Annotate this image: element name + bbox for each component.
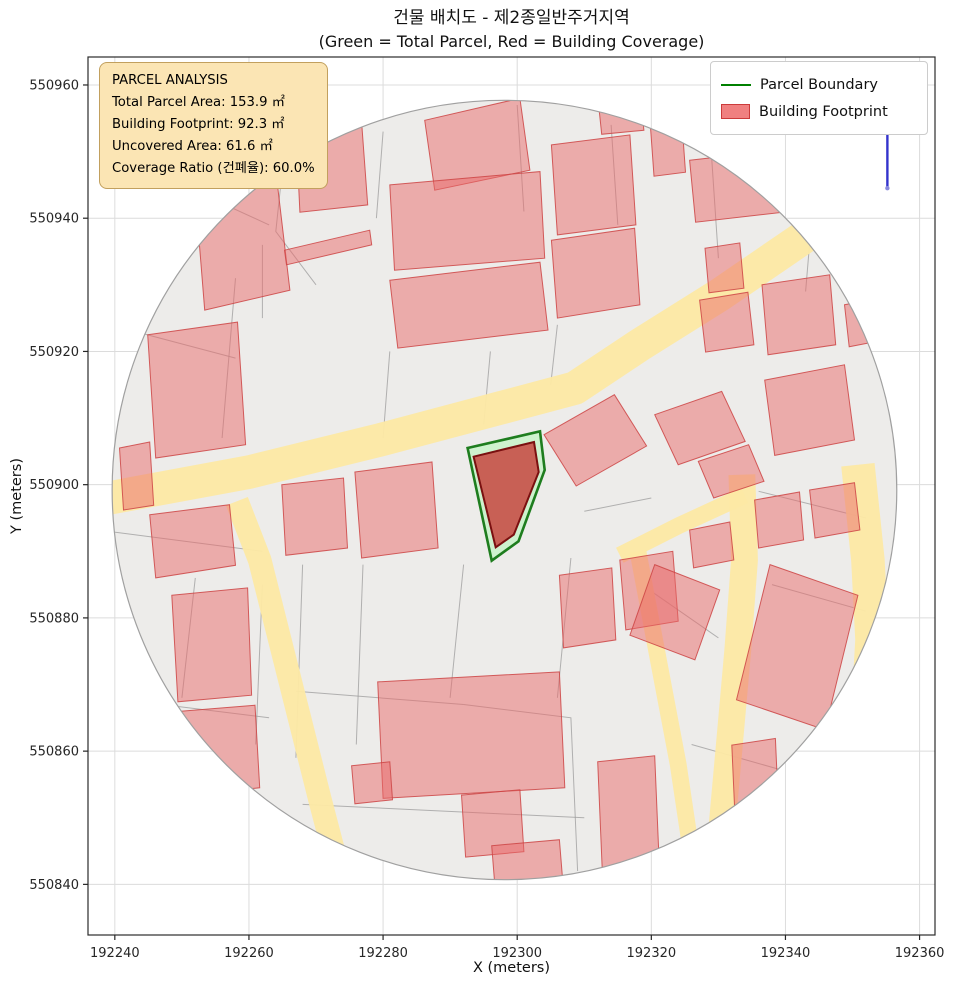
map-area [112, 100, 897, 880]
building-footprint [550, 227, 641, 319]
road [225, 497, 351, 878]
building-footprint [597, 755, 660, 875]
building-footprint-patch-swatch [721, 104, 750, 119]
building-footprint [649, 115, 687, 177]
building-footprint [543, 394, 648, 487]
chart-title-line2: (Green = Total Parcel, Red = Building Co… [318, 32, 705, 51]
parcel-boundary-line [449, 564, 465, 698]
x-tick-label: 192300 [492, 946, 542, 961]
y-tick-label: 550920 [29, 345, 79, 360]
y-tick-label: 550880 [29, 611, 79, 626]
parcel-analysis-total-area: Total Parcel Area: 153.9 ㎡ [112, 95, 285, 110]
building-footprint [389, 171, 546, 271]
building-footprint [354, 461, 439, 559]
x-axis-label: X (meters) [472, 960, 551, 976]
road [841, 462, 889, 713]
plot-border [87, 56, 936, 936]
parcel-analysis-title: PARCEL ANALYSIS [112, 73, 228, 88]
x-tick-label: 192320 [627, 946, 677, 961]
y-tick-label: 550860 [29, 745, 79, 760]
highlighted-building [472, 440, 540, 549]
parcel-analysis-uncovered-area: Uncovered Area: 61.6 ㎡ [112, 139, 273, 154]
parcel-boundary-line [355, 564, 364, 745]
x-tick-label: 192340 [761, 946, 811, 961]
building-footprint [491, 839, 565, 880]
building-footprint [689, 149, 784, 223]
building-footprint [689, 521, 735, 569]
building-footprint [558, 567, 617, 649]
building-footprint [281, 477, 349, 556]
road [616, 487, 749, 563]
legend-label-parcel-boundary: Parcel Boundary [760, 76, 878, 93]
building-footprint [550, 134, 637, 236]
building-footprint [654, 390, 746, 466]
parcel-boundary-line-swatch [721, 83, 751, 86]
parcel-boundary-line [584, 497, 652, 512]
legend-item-building-footprint: Building Footprint [721, 98, 917, 125]
building-footprint [629, 563, 721, 661]
building-footprint [704, 242, 745, 294]
building-footprint [283, 229, 373, 266]
y-axis-label: Y (meters) [9, 458, 25, 534]
building-footprint [389, 261, 549, 349]
building-footprint [171, 587, 253, 703]
building-footprint [697, 444, 765, 499]
building-footprint [424, 100, 531, 191]
parcel-boundary-line [375, 131, 384, 219]
parcel-boundary-line [155, 803, 276, 819]
survey-line-marker-bottom [885, 186, 890, 191]
x-tick-label: 192240 [90, 946, 140, 961]
parcel-analysis-building-footprint: Building Footprint: 92.3 ㎡ [112, 117, 285, 132]
building-footprint [377, 671, 566, 799]
legend-item-parcel-boundary: Parcel Boundary [721, 71, 917, 98]
x-tick-label: 192260 [224, 946, 274, 961]
y-tick-label: 550900 [29, 478, 79, 493]
legend: Parcel Boundary Building Footprint [710, 61, 928, 135]
building-footprint [147, 321, 247, 459]
building-footprint [351, 761, 394, 805]
axis-ticks: 192240 192260 192280 192300 192320 192340 1923… [29, 78, 944, 961]
building-footprint [764, 364, 856, 456]
y-tick-label: 550960 [29, 78, 79, 93]
building-footprint [118, 441, 155, 511]
chart-title-line1: 건물 배치도 - 제2종일반주거지역 [393, 8, 630, 28]
building-footprint [761, 274, 837, 356]
x-tick-label: 192280 [358, 946, 408, 961]
parcel-analysis-box: PARCEL ANALYSIS Total Parcel Area: 153.9… [99, 62, 328, 189]
building-footprint [699, 291, 755, 353]
parcel-boundary-line [302, 803, 585, 819]
parcel-analysis-coverage-ratio: Coverage Ratio (건폐율): 60.0% [112, 161, 315, 176]
chart-title: 건물 배치도 - 제2종일반주거지역 (Green = Total Parcel… [88, 7, 935, 53]
parcel-boundary-line [550, 324, 558, 385]
map-circle-outline [111, 99, 898, 881]
building-footprint [809, 482, 861, 539]
legend-label-building-footprint: Building Footprint [759, 103, 888, 120]
building-footprint [149, 504, 237, 579]
y-tick-label: 550840 [29, 878, 79, 893]
x-tick-label: 192360 [895, 946, 945, 961]
building-footprint [731, 737, 780, 836]
y-tick-label: 550940 [29, 212, 79, 227]
road [112, 201, 846, 518]
building-footprint [754, 491, 805, 549]
